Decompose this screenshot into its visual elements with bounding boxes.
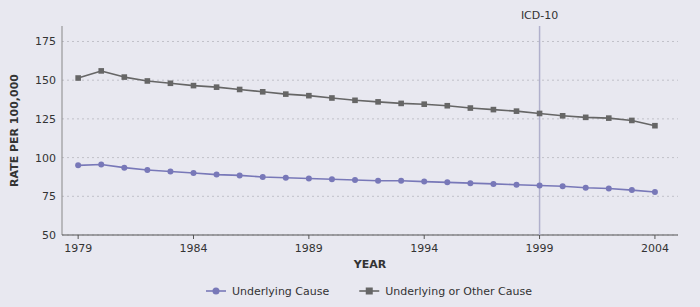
x-tick: [654, 235, 655, 239]
y-tick-label: 100: [35, 152, 56, 165]
series-point: [237, 172, 243, 178]
series-point: [490, 181, 496, 187]
plot-area: [75, 68, 658, 195]
series-point: [329, 176, 335, 182]
series-point: [191, 83, 197, 89]
series-point: [606, 186, 612, 192]
grid-line: [62, 157, 678, 158]
series-point: [75, 75, 81, 81]
series-point: [514, 108, 520, 114]
series-point: [145, 78, 151, 84]
x-tick-label: 1984: [180, 242, 208, 255]
series-point: [652, 189, 658, 195]
series-point: [444, 179, 450, 185]
series-point: [652, 123, 658, 129]
series-point: [121, 165, 127, 171]
series-point: [398, 101, 404, 107]
series-point: [214, 84, 220, 90]
series-point: [491, 107, 497, 113]
series-point: [306, 93, 312, 99]
x-tick: [308, 235, 309, 239]
series-point: [467, 180, 473, 186]
series-point: [121, 74, 127, 80]
grid-line: [62, 196, 678, 197]
legend-label: Underlying or Other Cause: [385, 285, 532, 298]
x-tick: [424, 235, 425, 239]
series-point: [167, 169, 173, 175]
y-tick-label: 125: [35, 113, 56, 126]
series-point: [421, 101, 427, 107]
y-tick-label: 50: [42, 229, 56, 242]
x-tick-label: 1994: [410, 242, 438, 255]
grid-line: [62, 235, 678, 236]
series-line: [78, 71, 655, 126]
series-point: [237, 87, 243, 93]
series-point: [375, 178, 381, 184]
series-point: [629, 187, 635, 193]
series-point: [468, 105, 474, 111]
series-point: [260, 174, 266, 180]
grid-line: [62, 80, 678, 81]
series-point: [583, 185, 589, 191]
series-point: [283, 175, 289, 181]
y-tick-label: 150: [35, 74, 56, 87]
series-point: [560, 183, 566, 189]
y-tick-label: 75: [42, 190, 56, 203]
series-point: [583, 115, 589, 121]
x-tick: [193, 235, 194, 239]
annotation-label: ICD-10: [521, 9, 558, 22]
series-point: [560, 113, 566, 119]
y-axis-label: RATE PER 100,000: [8, 74, 21, 187]
series-point: [421, 179, 427, 185]
series-point: [144, 167, 150, 173]
legend-marker: [366, 288, 373, 295]
series-point: [98, 68, 104, 74]
series-point: [352, 98, 358, 104]
series-point: [260, 89, 266, 95]
x-tick-label: 2004: [641, 242, 669, 255]
series-point: [444, 103, 450, 109]
x-tick: [539, 235, 540, 239]
series-line: [78, 165, 655, 192]
series-point: [168, 80, 174, 86]
series-point: [306, 175, 312, 181]
y-tick-label: 175: [35, 35, 56, 48]
x-tick-label: 1999: [526, 242, 554, 255]
x-axis-label: YEAR: [353, 258, 387, 271]
legend-marker: [212, 288, 219, 295]
x-tick-label: 1979: [64, 242, 92, 255]
chart: 50 75 100 125 150 175 1979 1984 1989 1994 1999 2004…: [0, 0, 700, 307]
series-point: [352, 177, 358, 183]
legend-label: Underlying Cause: [232, 285, 329, 298]
series-point: [398, 178, 404, 184]
series-point: [375, 99, 381, 105]
grid-line: [62, 41, 678, 42]
x-tick: [78, 235, 79, 239]
series-point: [537, 182, 543, 188]
series-point: [98, 162, 104, 168]
x-tick-label: 1989: [295, 242, 323, 255]
series-point: [75, 162, 81, 168]
annotation-line: [539, 26, 541, 235]
y-axis-line: [62, 26, 63, 235]
x-axis-line: [62, 235, 678, 236]
series-point: [329, 95, 335, 101]
series-point: [514, 182, 520, 188]
series-point: [191, 170, 197, 176]
series-point: [629, 118, 635, 124]
background: [0, 0, 700, 307]
series-point: [283, 91, 289, 97]
series-point: [537, 111, 543, 117]
series-point: [214, 172, 220, 178]
legend: Underlying Cause Underlying or Other Caus…: [206, 285, 532, 298]
series-point: [606, 115, 612, 121]
